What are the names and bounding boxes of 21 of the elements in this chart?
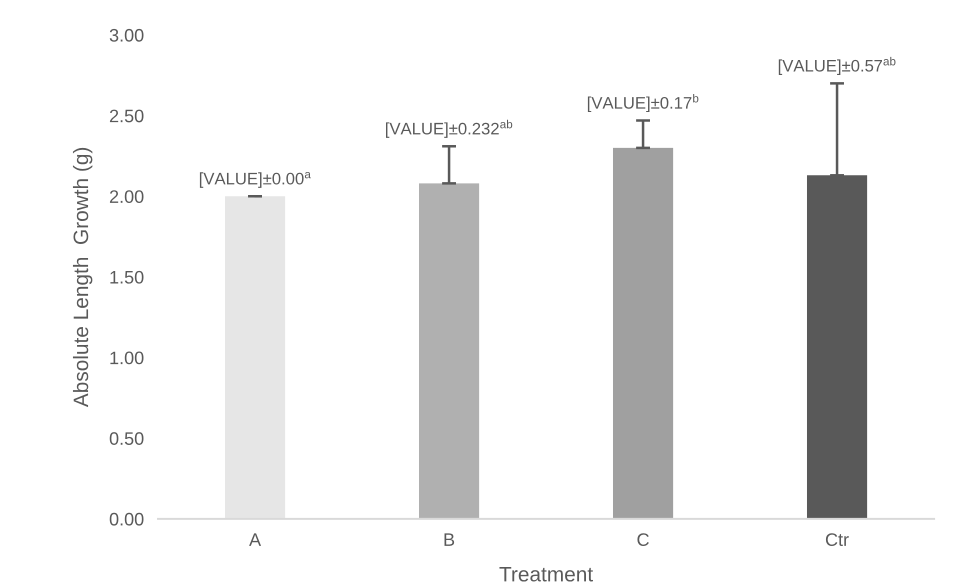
y-tick-label: 2.00 [110,190,144,203]
y-tick-label: 0.50 [110,432,144,445]
annotation: [VALUE]±0.232$^{ab}$ [386,120,512,138]
y-tick-label: 2.50 [110,110,144,122]
bar [225,196,286,519]
annotation: [VALUE]±0.17$^{b}$ [588,94,698,112]
x-tick-label: Ctr [826,533,849,546]
annotation: [VALUE]±0.00$^{a}$ [200,172,311,188]
annotation: [VALUE]±0.57$^{ab}$ [778,56,896,75]
bar [612,148,674,519]
bar [418,183,480,519]
y-tick-label: 0.00 [110,512,144,526]
y-tick-label: 1.50 [110,270,144,284]
x-tick-label: A [249,533,262,546]
x-axis-title: Treatment [499,567,593,582]
y-tick-label: 1.00 [110,352,144,364]
y-axis-title: Absolute Length Growth (g) [72,148,92,408]
bar [806,175,868,519]
x-tick-label: B [444,533,454,546]
y-tick-label: 3.00 [110,28,144,42]
x-tick-label: C [637,533,649,546]
